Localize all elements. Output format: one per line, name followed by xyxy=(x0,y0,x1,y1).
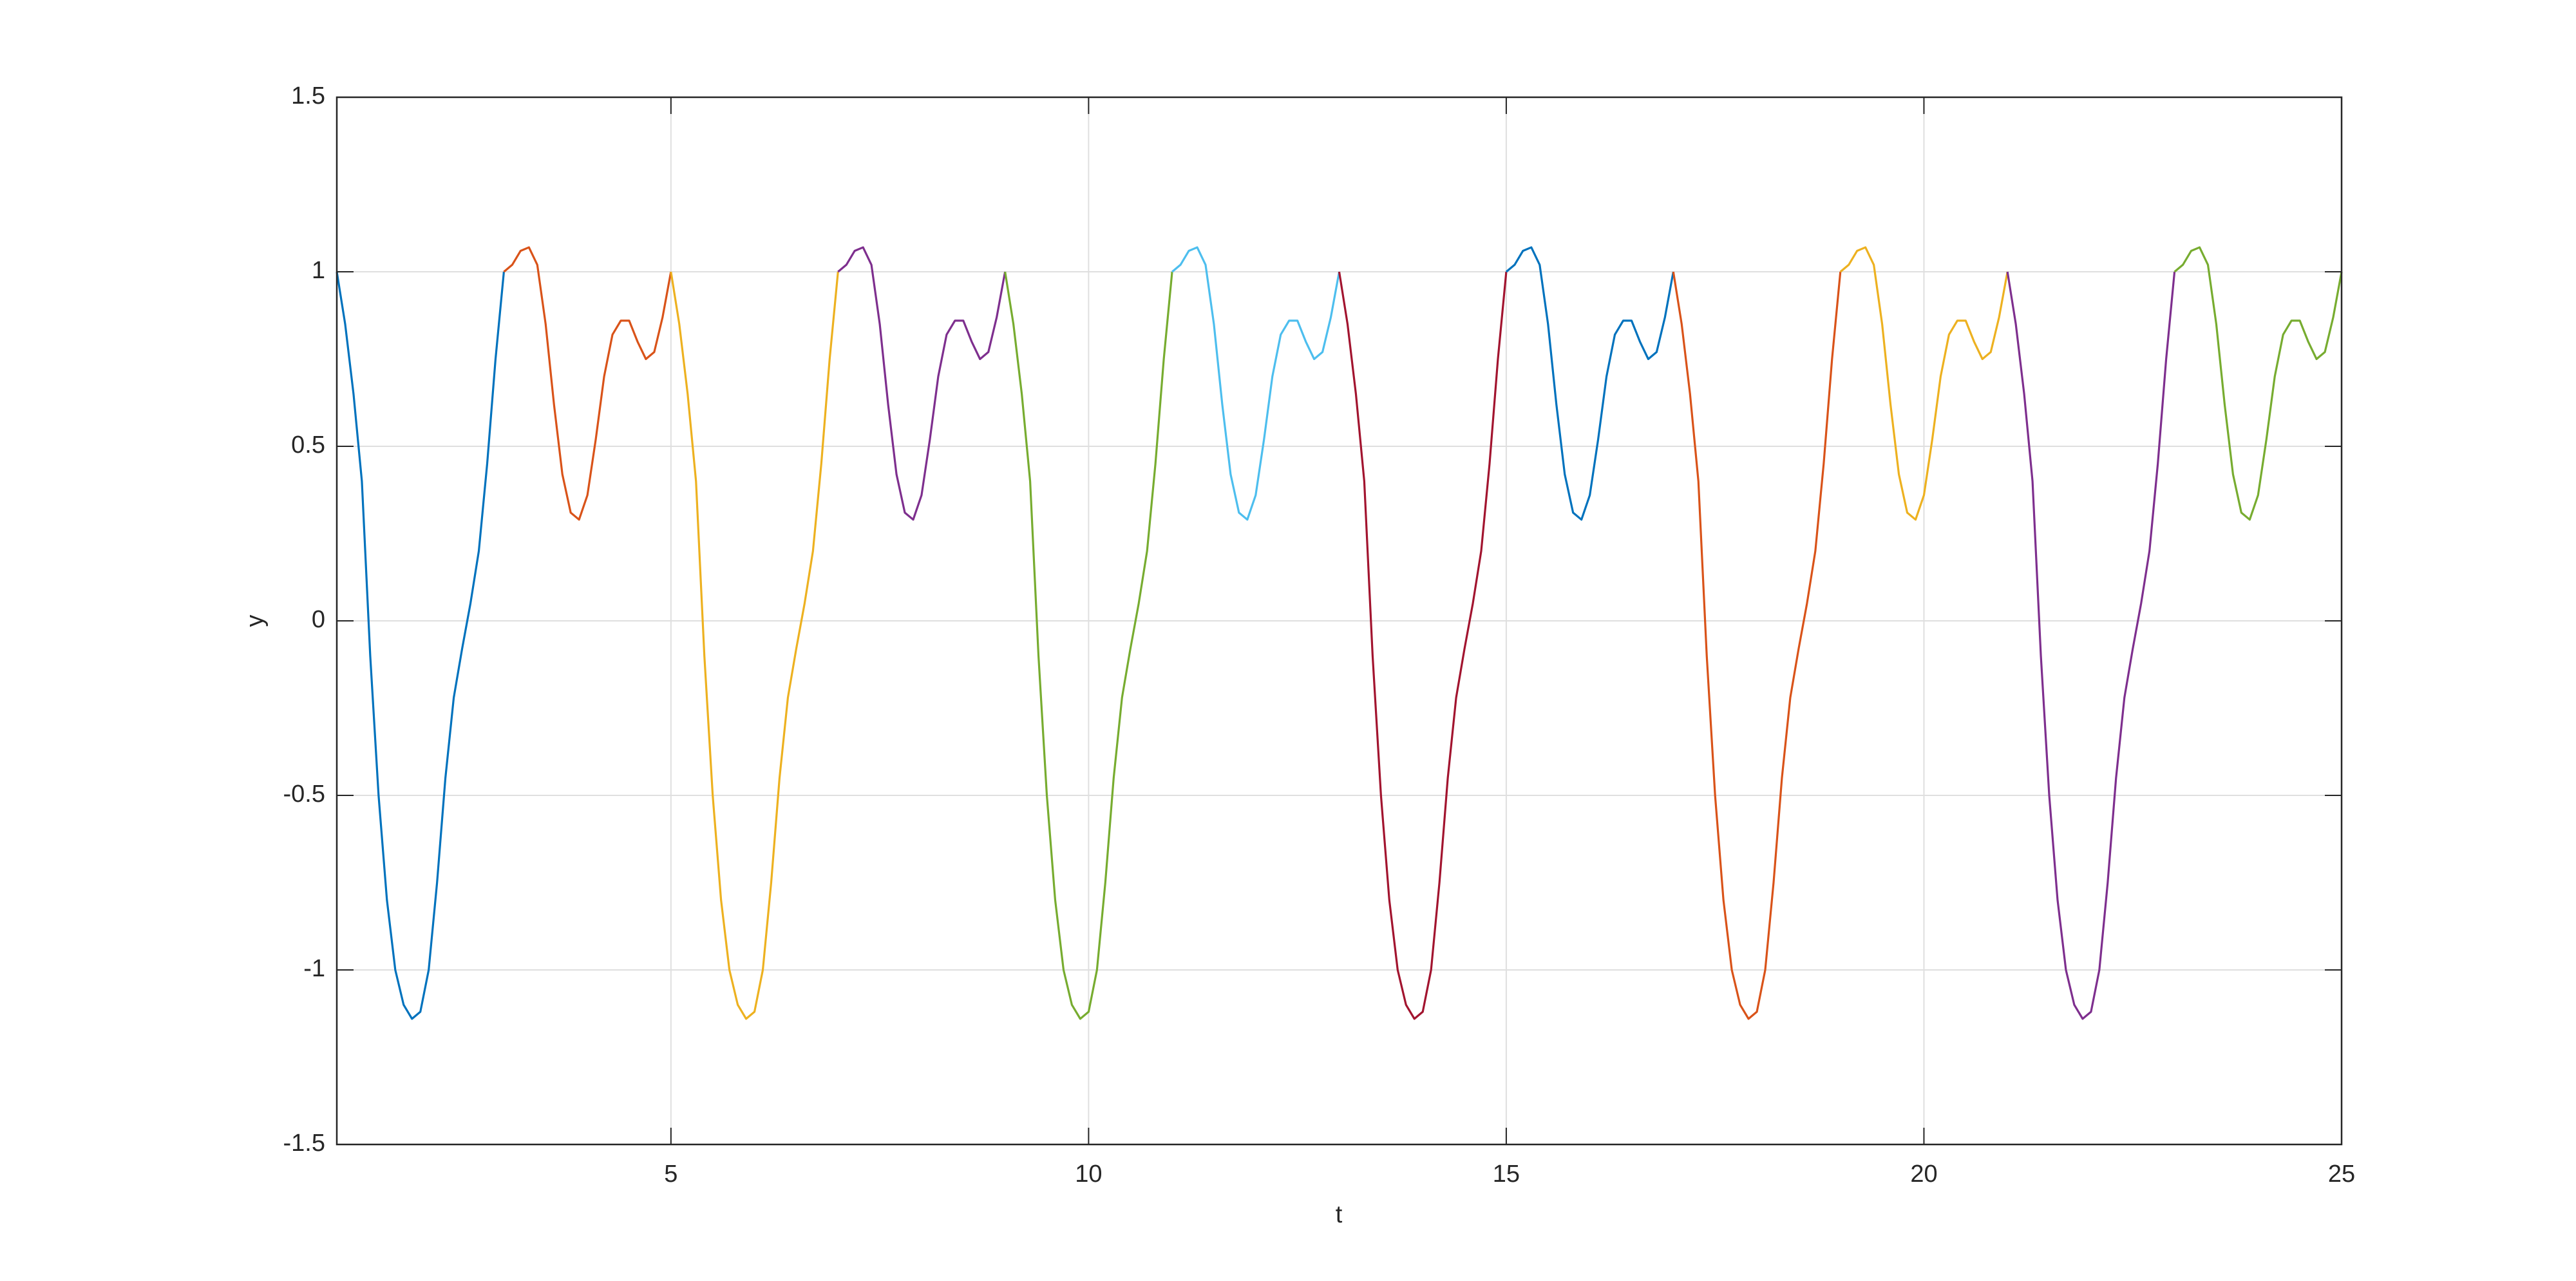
series-line xyxy=(336,271,506,1020)
series-line xyxy=(670,271,839,1020)
plot-lines xyxy=(336,246,2343,1020)
y-tick-label: -0.5 xyxy=(283,781,325,808)
series-line xyxy=(1505,246,1674,521)
series-line xyxy=(1338,271,1508,1020)
x-tick-label: 25 xyxy=(2328,1161,2355,1188)
y-tick-label: -1.5 xyxy=(283,1130,325,1157)
y-tick-label: 0.5 xyxy=(291,432,325,459)
y-tick-label: -1 xyxy=(303,955,325,982)
y-tick-label: 0 xyxy=(312,606,325,633)
x-tick-label: 15 xyxy=(1493,1161,1520,1188)
series-line xyxy=(837,246,1007,521)
series-line xyxy=(1672,271,1842,1020)
series-line xyxy=(2174,246,2343,521)
y-axis-label: y xyxy=(242,615,269,627)
x-tick-label: 20 xyxy=(1910,1161,1937,1188)
series-line xyxy=(503,246,672,521)
x-tick-label: 5 xyxy=(664,1161,677,1188)
series-line xyxy=(1004,271,1173,1020)
x-tick-label: 10 xyxy=(1075,1161,1102,1188)
series-line xyxy=(2006,271,2176,1020)
series-line xyxy=(1839,246,2009,521)
series-line xyxy=(1171,246,1341,521)
x-axis-label: t xyxy=(1336,1201,1343,1228)
y-tick-label: 1 xyxy=(312,257,325,284)
ticks: 5 10 15 20 25 -1.5 -1 -0.5 0 0.5 1 1.5 xyxy=(283,82,2356,1188)
y-tick-label: 1.5 xyxy=(291,82,325,109)
